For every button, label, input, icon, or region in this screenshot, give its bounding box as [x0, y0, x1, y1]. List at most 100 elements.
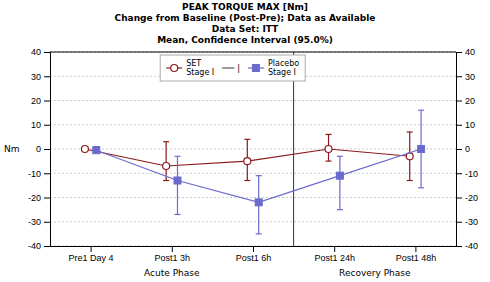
- y2-tick-label: 40: [465, 47, 475, 57]
- x-tick: Post1 3h: [155, 246, 191, 263]
- y2-tick-label: -40: [465, 241, 478, 251]
- point: [325, 146, 332, 153]
- error-bar-cap: [418, 187, 424, 188]
- legend-box: [160, 55, 305, 81]
- x-tick-mark: [172, 246, 173, 252]
- y-tick: 30: [31, 72, 50, 82]
- y-axis: -40 -30 -20 -10 0 10 20 30 40: [28, 47, 51, 251]
- y-tick-mark: [44, 246, 50, 247]
- error-bar: [337, 156, 343, 209]
- x-tick: Pre1 Day 4: [69, 246, 114, 263]
- y-tick: 20: [31, 96, 50, 106]
- error-bar-cap: [256, 233, 262, 234]
- grid-line: [50, 149, 456, 150]
- y2-tick-label: 20: [465, 96, 475, 106]
- series: [81, 132, 413, 181]
- y2-tick-label: 10: [465, 120, 475, 130]
- grid-line: [50, 124, 456, 125]
- error-bar-stem: [166, 142, 167, 181]
- x-tick-mark: [334, 246, 335, 252]
- error-bar-cap: [163, 141, 169, 142]
- legend-separator-line: [222, 68, 234, 69]
- y-tick-mark: [44, 149, 50, 150]
- point: [174, 177, 181, 184]
- legend-item: PlaceboStage I: [248, 59, 299, 77]
- y2-tick-mark: [456, 198, 462, 199]
- error-bar: [256, 176, 262, 234]
- y-axis-label: Nm: [4, 144, 20, 154]
- y-tick: 10: [31, 120, 50, 130]
- legend-separator-label: |: [237, 64, 240, 73]
- y-tick: -30: [28, 217, 50, 227]
- x-axis: Pre1 Day 4Post1 3hPost1 6hPost1 24hPost1…: [51, 246, 457, 263]
- y-tick-label: -10: [28, 169, 41, 179]
- error-bar: [407, 132, 413, 181]
- y2-tick: -10: [456, 169, 478, 179]
- legend-separator: |: [222, 64, 240, 73]
- y-tick-label: 0: [36, 144, 41, 154]
- point: [163, 162, 170, 169]
- y-tick: -20: [28, 193, 50, 203]
- y2-tick: 10: [456, 120, 475, 130]
- y2-tick-mark: [456, 246, 462, 247]
- error-bar-cap: [174, 214, 180, 215]
- title-line: Data Set: ITT: [212, 24, 279, 34]
- grid-line: [50, 197, 456, 198]
- y2-tick-label: -20: [465, 193, 478, 203]
- grid-line: [50, 52, 456, 53]
- y2-tick-mark: [456, 125, 462, 126]
- y-tick-mark: [44, 76, 50, 77]
- x-tick-mark: [91, 246, 92, 252]
- grid-line: [50, 221, 456, 222]
- y-tick: 40: [31, 47, 50, 57]
- point: [418, 146, 425, 153]
- y2-axis: -40 -30 -20 -10 0 10 20 30 40: [456, 47, 478, 251]
- y-tick-mark: [44, 198, 50, 199]
- y-tick-label: 10: [31, 120, 41, 130]
- grid-line: [50, 173, 456, 174]
- y2-tick: -30: [456, 217, 478, 227]
- grid: [50, 52, 456, 246]
- chart-container: PEAK TORQUE MAX [Nm]Change from Baseline…: [0, 0, 490, 282]
- series: [93, 110, 425, 234]
- legend-label: PlaceboStage I: [268, 59, 299, 77]
- x-tick-label: Post1 6h: [236, 253, 272, 263]
- x-tick-label: Post1 24h: [314, 253, 355, 263]
- y2-tick: 40: [456, 47, 475, 57]
- y-tick-label: -30: [28, 217, 41, 227]
- legend-label-line: SET: [186, 59, 201, 68]
- x-tick-label: Pre1 Day 4: [69, 253, 114, 263]
- frame-top: [50, 52, 456, 53]
- y2-tick: -20: [456, 193, 478, 203]
- y2-tick-mark: [456, 101, 462, 102]
- legend-items: SETStage I|PlaceboStage I: [166, 59, 299, 77]
- title-line: Change from Baseline (Post-Pre); Data as…: [115, 13, 376, 23]
- y-tick: -10: [28, 169, 50, 179]
- error-bar-cap: [163, 180, 169, 181]
- title-line: Mean, Confidence Interval (95.0%): [157, 35, 333, 45]
- title-line: PEAK TORQUE MAX [Nm]: [182, 2, 308, 12]
- marks: [81, 110, 424, 234]
- point: [81, 146, 88, 153]
- point: [244, 158, 251, 165]
- y-tick-mark: [44, 125, 50, 126]
- x-tick-mark: [415, 246, 416, 252]
- legend: SETStage I|PlaceboStage I: [160, 55, 305, 81]
- legend-label: SETStage I: [186, 59, 214, 77]
- error-bar-cap: [244, 180, 250, 181]
- y2-tick-label: 30: [465, 72, 475, 82]
- y-tick: -40: [28, 241, 50, 251]
- y-tick-mark: [44, 101, 50, 102]
- y2-tick: 30: [456, 72, 475, 82]
- y-tick-label: 40: [31, 47, 41, 57]
- legend-item: SETStage I: [166, 59, 214, 77]
- y2-tick: 20: [456, 96, 475, 106]
- legend-label-line: Stage I: [268, 68, 296, 77]
- error-bar-cap: [256, 175, 262, 176]
- y2-tick-mark: [456, 52, 462, 53]
- y2-tick-mark: [456, 173, 462, 174]
- x-tick: Post1 6h: [236, 246, 272, 263]
- annotation: Recovery Phase: [339, 268, 411, 278]
- error-bar: [418, 110, 424, 188]
- y2-tick: 0: [456, 144, 470, 154]
